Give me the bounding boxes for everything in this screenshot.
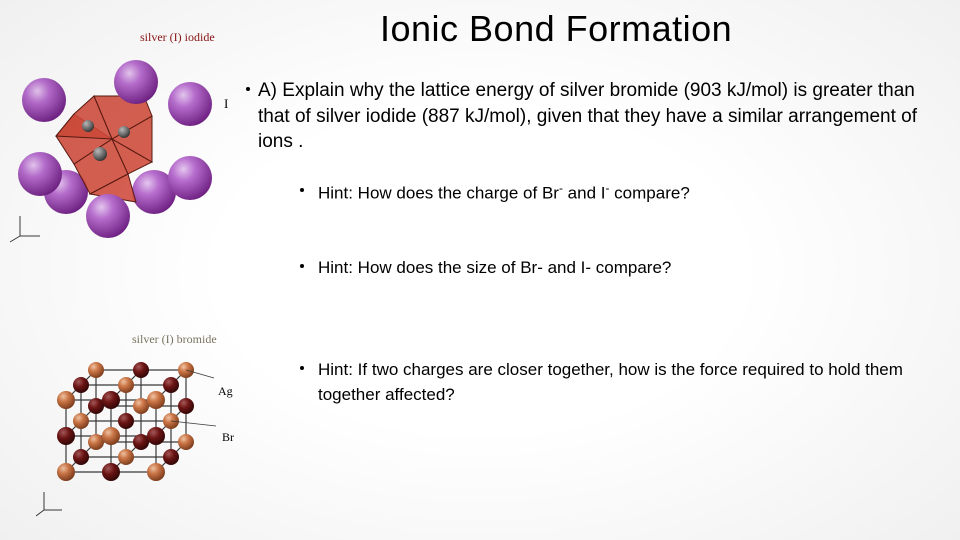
- hint-3-body: Hint: If two charges are closer together…: [318, 360, 903, 404]
- figure1-caption: silver (I) iodide: [140, 30, 215, 45]
- bullet-dot: [300, 188, 304, 192]
- hint-1-mid: and I: [563, 184, 606, 203]
- hint-2-text: Hint: How does the size of Br- and I- co…: [300, 256, 940, 281]
- figure2-caption: silver (I) bromide: [132, 332, 217, 347]
- page-title: Ionic Bond Formation: [380, 8, 940, 50]
- bullet-dot: [300, 264, 304, 268]
- hint-2: Hint: How does the size of Br- and I- co…: [300, 256, 940, 281]
- hint-2-body: Hint: How does the size of Br- and I- co…: [318, 258, 671, 277]
- question-label: A): [258, 80, 277, 101]
- figure-silver-iodide: silver (I) iodide I: [4, 30, 236, 240]
- hint-3-text: Hint: If two charges are closer together…: [300, 358, 940, 407]
- question-text: A) Explain why the lattice energy of sil…: [258, 78, 948, 155]
- bullet-dot: [246, 87, 250, 91]
- figure2-svg: [36, 350, 226, 520]
- hint-1: Hint: How does the charge of Br- and I- …: [300, 180, 940, 206]
- figure1-label-I: I: [224, 96, 228, 112]
- figure1-svg: [4, 44, 224, 244]
- hint-1-prefix: Hint: How does the charge of Br: [318, 184, 559, 203]
- hint-1-suffix: compare?: [609, 184, 689, 203]
- hint-1-text: Hint: How does the charge of Br- and I- …: [300, 180, 940, 206]
- question-body: Explain why the lattice energy of silver…: [258, 80, 917, 152]
- figure-silver-bromide: silver (I) bromide Ag Br: [10, 332, 242, 522]
- hint-3: Hint: If two charges are closer together…: [300, 358, 940, 407]
- bullet-dot: [300, 366, 304, 370]
